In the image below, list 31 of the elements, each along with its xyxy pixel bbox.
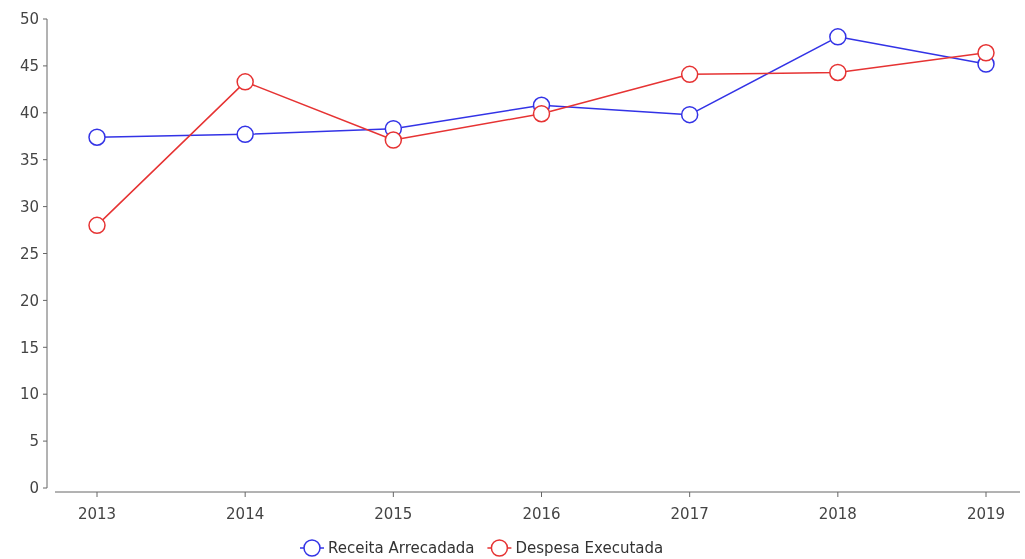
y-tick-label: 30 — [19, 197, 39, 216]
x-tick-label: 2017 — [670, 505, 709, 523]
point — [532, 104, 551, 123]
point — [236, 125, 254, 144]
y-tick-label: 35 — [19, 150, 39, 169]
y-tick-label: 5 — [29, 432, 39, 451]
x-tick-label: 2015 — [374, 505, 413, 523]
y-tick-label: 10 — [19, 385, 39, 404]
y-tick-label: 45 — [19, 57, 39, 76]
point — [680, 105, 699, 124]
y-tick-label: 0 — [29, 479, 39, 498]
legend-label: Receita Arrecadada — [328, 539, 475, 558]
y-tick-label: 40 — [19, 104, 39, 123]
x-tick-label: 2016 — [522, 505, 561, 523]
x-tick-label: 2014 — [226, 505, 265, 523]
y-tick-label: 20 — [19, 291, 39, 310]
y-tick-label: 25 — [19, 244, 39, 263]
point — [88, 216, 106, 235]
point — [236, 73, 254, 91]
point — [829, 63, 847, 82]
point — [977, 44, 995, 62]
x-tick-label: 2013 — [77, 505, 117, 523]
point — [88, 128, 106, 146]
point — [680, 65, 699, 84]
point — [829, 28, 847, 46]
x-tick-label: 2018 — [818, 505, 857, 523]
legend-label: Despesa Executada — [515, 539, 664, 558]
x-tick-label: 2019 — [966, 505, 1006, 523]
point — [384, 131, 403, 149]
y-tick-label: 15 — [19, 338, 39, 357]
y-tick-label: 50 — [19, 10, 39, 29]
